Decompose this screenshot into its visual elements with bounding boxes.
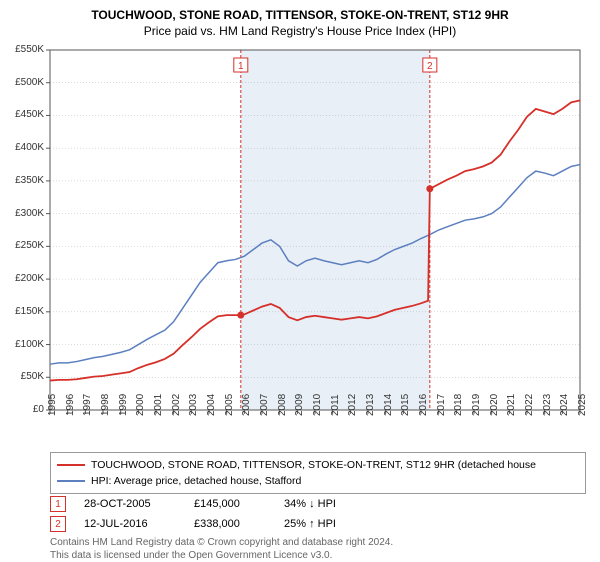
y-tick-label: £450K bbox=[15, 109, 44, 120]
y-tick-label: £400K bbox=[15, 142, 44, 153]
footer-line1: Contains HM Land Registry data © Crown c… bbox=[50, 536, 393, 549]
x-tick-label: 1996 bbox=[65, 394, 76, 416]
x-tick-label: 2025 bbox=[577, 394, 588, 416]
x-tick-label: 2012 bbox=[347, 394, 358, 416]
event-row: 1 28-OCT-2005£145,00034% ↓ HPI bbox=[50, 494, 336, 514]
x-tick-label: 2013 bbox=[365, 394, 376, 416]
y-tick-label: £200K bbox=[15, 273, 44, 284]
y-tick-label: £100K bbox=[15, 339, 44, 350]
x-tick-label: 2004 bbox=[206, 394, 217, 416]
x-tick-label: 2021 bbox=[506, 394, 517, 416]
x-tick-label: 2024 bbox=[559, 394, 570, 416]
x-tick-label: 2001 bbox=[153, 394, 164, 416]
svg-text:1: 1 bbox=[238, 61, 244, 72]
event-price: £338,000 bbox=[194, 518, 284, 530]
x-tick-label: 2009 bbox=[294, 394, 305, 416]
x-tick-label: 2015 bbox=[400, 394, 411, 416]
x-tick-label: 2000 bbox=[135, 394, 146, 416]
events-table: 1 28-OCT-2005£145,00034% ↓ HPI 2 12-JUL-201… bbox=[50, 494, 336, 534]
x-tick-label: 2020 bbox=[489, 394, 500, 416]
y-tick-label: £150K bbox=[15, 306, 44, 317]
legend-label: HPI: Average price, detached house, Staf… bbox=[91, 473, 301, 489]
x-tick-label: 2011 bbox=[330, 394, 341, 416]
svg-text:2: 2 bbox=[427, 61, 433, 72]
x-tick-label: 1997 bbox=[82, 394, 93, 416]
x-tick-label: 2016 bbox=[418, 394, 429, 416]
legend-item: TOUCHWOOD, STONE ROAD, TITTENSOR, STOKE-… bbox=[57, 457, 579, 473]
event-diff: 25% ↑ HPI bbox=[284, 518, 336, 530]
x-tick-label: 2019 bbox=[471, 394, 482, 416]
event-marker: 2 bbox=[50, 516, 66, 532]
legend-item: HPI: Average price, detached house, Staf… bbox=[57, 473, 579, 489]
event-marker: 1 bbox=[50, 496, 66, 512]
x-tick-label: 2022 bbox=[524, 394, 535, 416]
x-tick-label: 2005 bbox=[224, 394, 235, 416]
x-tick-label: 2006 bbox=[241, 394, 252, 416]
x-tick-label: 2017 bbox=[436, 394, 447, 416]
x-tick-label: 2002 bbox=[171, 394, 182, 416]
x-tick-label: 2007 bbox=[259, 394, 270, 416]
legend-swatch bbox=[57, 480, 85, 482]
event-date: 28-OCT-2005 bbox=[84, 498, 194, 510]
x-tick-label: 2018 bbox=[453, 394, 464, 416]
x-tick-label: 2010 bbox=[312, 394, 323, 416]
x-tick-label: 2023 bbox=[542, 394, 553, 416]
legend-label: TOUCHWOOD, STONE ROAD, TITTENSOR, STOKE-… bbox=[91, 457, 536, 473]
chart-container: TOUCHWOOD, STONE ROAD, TITTENSOR, STOKE-… bbox=[0, 0, 600, 560]
x-tick-label: 1999 bbox=[118, 394, 129, 416]
y-tick-label: £550K bbox=[15, 44, 44, 55]
line-chart: 12 bbox=[0, 0, 600, 450]
x-tick-label: 1995 bbox=[47, 394, 58, 416]
x-tick-label: 2008 bbox=[277, 394, 288, 416]
legend-swatch bbox=[57, 464, 85, 466]
event-diff: 34% ↓ HPI bbox=[284, 498, 336, 510]
x-tick-label: 1998 bbox=[100, 394, 111, 416]
event-price: £145,000 bbox=[194, 498, 284, 510]
y-tick-label: £50K bbox=[21, 371, 44, 382]
x-tick-label: 2003 bbox=[188, 394, 199, 416]
y-tick-label: £0 bbox=[33, 404, 44, 415]
y-tick-label: £350K bbox=[15, 175, 44, 186]
footer-text: Contains HM Land Registry data © Crown c… bbox=[50, 536, 393, 562]
event-date: 12-JUL-2016 bbox=[84, 518, 194, 530]
footer-line2: This data is licensed under the Open Gov… bbox=[50, 549, 393, 562]
y-tick-label: £500K bbox=[15, 77, 44, 88]
y-tick-label: £300K bbox=[15, 208, 44, 219]
x-tick-label: 2014 bbox=[383, 394, 394, 416]
event-row: 2 12-JUL-2016£338,00025% ↑ HPI bbox=[50, 514, 336, 534]
y-tick-label: £250K bbox=[15, 240, 44, 251]
legend: TOUCHWOOD, STONE ROAD, TITTENSOR, STOKE-… bbox=[50, 452, 586, 494]
